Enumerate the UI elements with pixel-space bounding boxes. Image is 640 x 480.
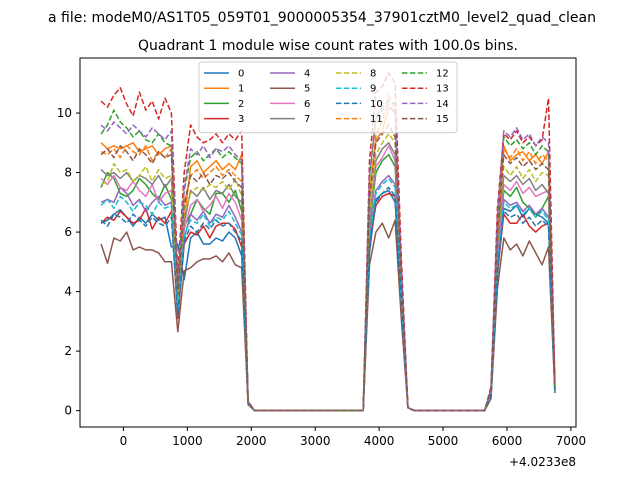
series-line-8 (100, 133, 556, 412)
legend-label-14: 14 (436, 99, 449, 110)
y-tick-label: 8 (64, 166, 72, 180)
series-line-2 (100, 153, 556, 412)
series-line-4 (100, 174, 556, 412)
legend-label-10: 10 (370, 99, 383, 110)
series-line-7 (100, 142, 556, 412)
x-tick-label: 1000 (172, 434, 203, 448)
y-tick-label: 6 (64, 225, 72, 239)
series-line-14 (100, 103, 556, 412)
y-axis: 0 2 4 6 8 10 (57, 106, 80, 418)
x-tick-label: 6000 (492, 434, 523, 448)
legend-label-8: 8 (370, 69, 376, 80)
figure-suptitle: a file: modeM0/AS1T05_059T01_9000005354_… (48, 10, 596, 26)
legend-label-3: 3 (238, 114, 244, 125)
series-line-11 (100, 94, 556, 412)
x-tick-label: 0 (120, 434, 128, 448)
legend-label-6: 6 (304, 99, 310, 110)
series-line-3 (100, 192, 556, 412)
series-line-5 (100, 219, 556, 412)
legend-label-5: 5 (304, 84, 310, 95)
y-tick-label: 4 (64, 285, 72, 299)
chart-title: Quadrant 1 module wise count rates with … (138, 38, 518, 54)
legend-box (198, 61, 458, 134)
legend-label-2: 2 (238, 99, 244, 110)
series-line-0 (100, 189, 556, 412)
legend-label-11: 11 (370, 114, 383, 125)
legend-label-1: 1 (238, 84, 244, 95)
y-tick-label: 2 (64, 344, 72, 358)
x-tick-label: 3000 (300, 434, 331, 448)
series-line-9 (100, 177, 556, 412)
series-layer (100, 72, 556, 412)
x-axis: 0 1000 2000 3000 4000 5000 6000 7000 (120, 427, 587, 448)
y-tick-label: 0 (64, 404, 72, 418)
legend-label-15: 15 (436, 114, 449, 125)
plot-frame (79, 57, 577, 428)
x-tick-label: 5000 (428, 434, 459, 448)
x-tick-label: 7000 (556, 434, 587, 448)
series-line-15 (100, 124, 556, 412)
y-tick-label: 10 (57, 106, 72, 120)
legend-label-4: 4 (304, 69, 310, 80)
x-offset-label: +4.0233e8 (509, 455, 576, 469)
legend-label-9: 9 (370, 84, 376, 95)
series-line-1 (100, 106, 556, 412)
series-line-6 (100, 145, 556, 412)
legend-label-7: 7 (304, 114, 310, 125)
legend-label-0: 0 (238, 69, 244, 80)
x-tick-label: 2000 (236, 434, 267, 448)
legend-label-13: 13 (436, 84, 449, 95)
x-tick-label: 4000 (364, 434, 395, 448)
legend-label-12: 12 (436, 69, 449, 80)
series-line-10 (100, 186, 556, 412)
